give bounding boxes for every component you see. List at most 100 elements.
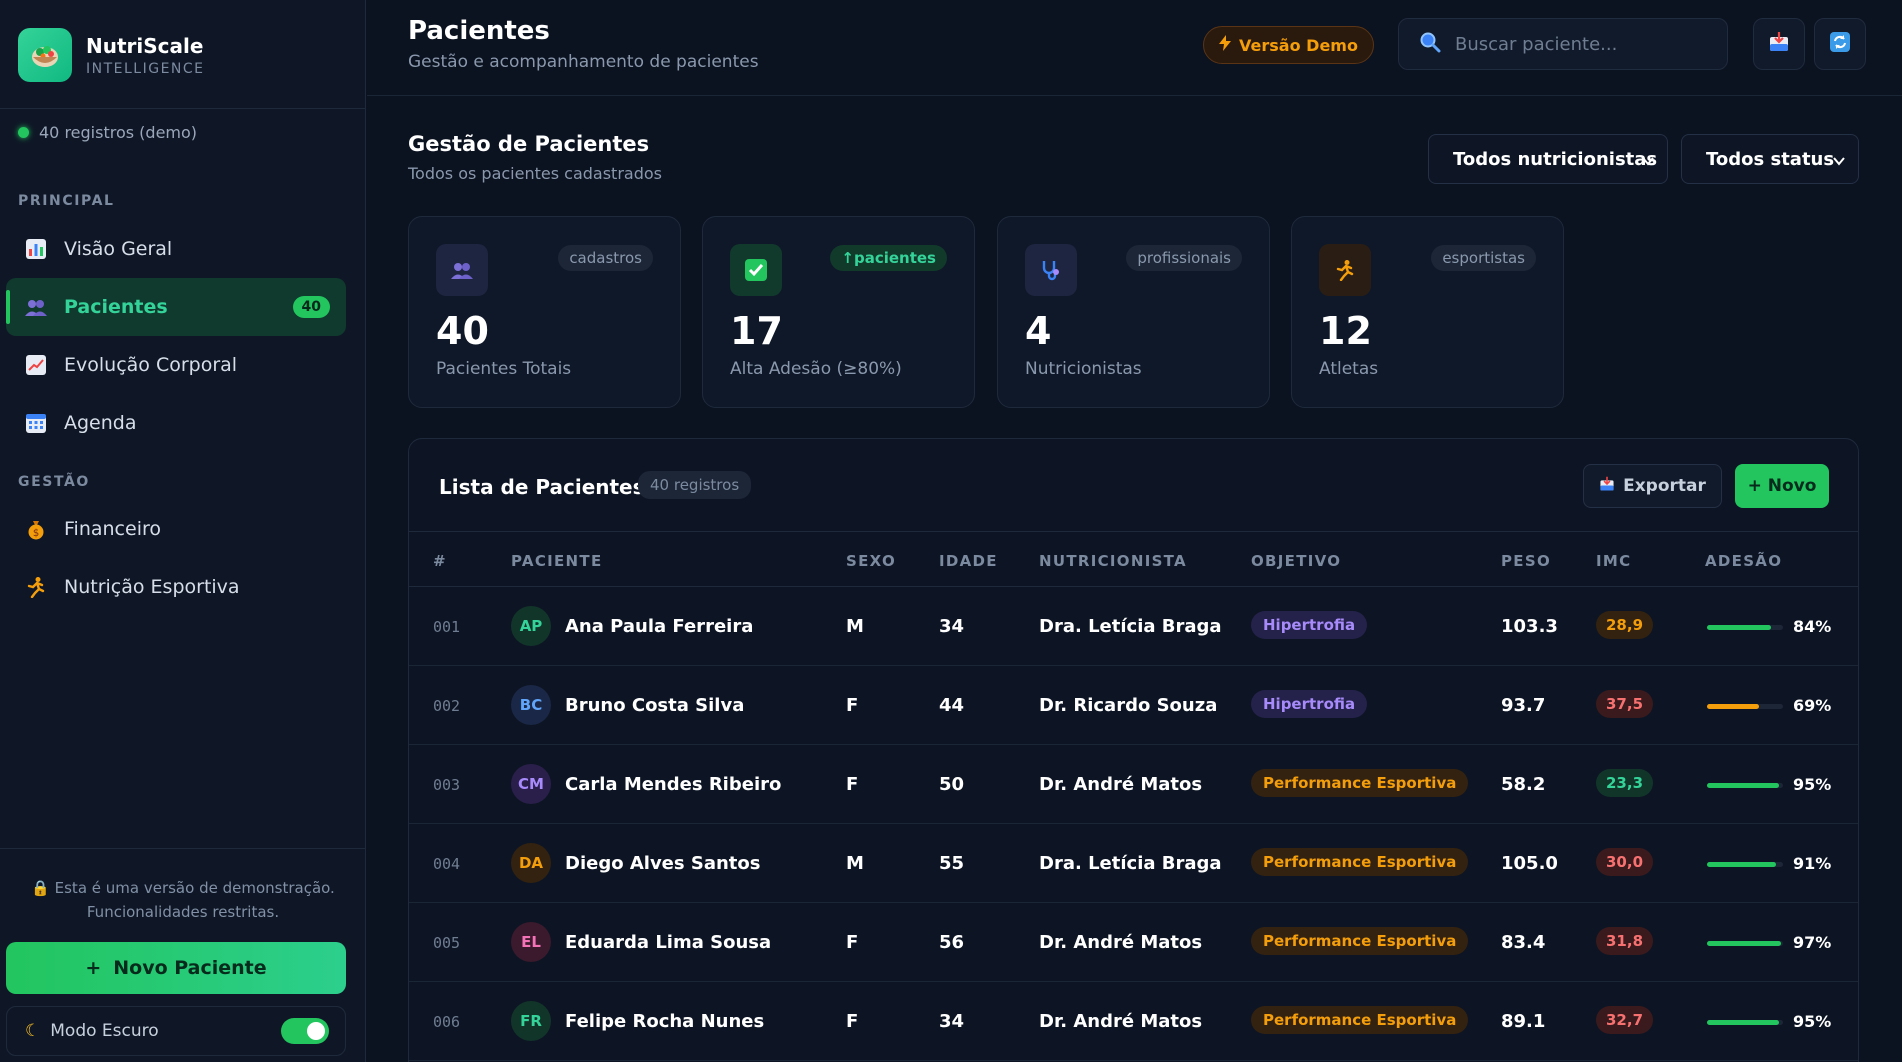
calendar-icon: [24, 411, 48, 435]
column-header[interactable]: #: [433, 552, 447, 570]
status-filter-value: Todos status: [1706, 148, 1835, 170]
sexo: F: [846, 774, 859, 795]
stat-value: 17: [730, 309, 783, 353]
sidebar-item-label: Pacientes: [64, 296, 168, 318]
nutritionist: Dr. André Matos: [1039, 774, 1203, 795]
table-row[interactable]: 001 AP Ana Paula Ferreira M 34 Dra. Letí…: [409, 587, 1858, 666]
sidebar-item-financeiro[interactable]: $ Financeiro: [6, 500, 346, 558]
search-input[interactable]: [1455, 33, 1715, 55]
patient-name[interactable]: Diego Alves Santos: [565, 853, 761, 874]
checkmark-icon: [730, 244, 782, 296]
imc-badge: 37,5: [1596, 690, 1654, 718]
column-header[interactable]: ADESÃO: [1705, 552, 1783, 570]
inbox-button[interactable]: [1753, 18, 1805, 70]
imc-badge: 28,9: [1596, 611, 1654, 639]
avatar: AP: [511, 606, 551, 646]
money-bag-icon: $: [24, 517, 48, 541]
stethoscope-icon: [1025, 244, 1077, 296]
objective-badge: Hipertrofia: [1251, 611, 1368, 639]
sidebar-item-visao-geral[interactable]: Visão Geral: [6, 220, 346, 278]
adherence-percent: 84%: [1793, 617, 1832, 636]
bar-chart-icon: [24, 237, 48, 261]
adherence-bar-fill: [1707, 941, 1781, 946]
sidebar-item-label: Nutrição Esportiva: [64, 576, 240, 598]
sexo: F: [846, 1011, 859, 1032]
salad-bowl-icon: [18, 28, 72, 82]
imc-badge: 32,7: [1596, 1006, 1654, 1034]
plus-icon: +: [85, 957, 102, 979]
brand[interactable]: NutriScale INTELLIGENCE: [18, 28, 205, 82]
column-header[interactable]: NUTRICIONISTA: [1039, 552, 1187, 570]
objective-badge: Hipertrofia: [1251, 690, 1368, 718]
dark-mode-label: Modo Escuro: [50, 1021, 159, 1041]
row-number: 004: [433, 855, 461, 873]
avatar: DA: [511, 843, 551, 883]
row-number: 002: [433, 697, 461, 715]
new-patient-button[interactable]: + Novo Paciente: [6, 942, 346, 994]
sidebar-item-evolucao-corporal[interactable]: Evolução Corporal: [6, 336, 346, 394]
patient-name[interactable]: Eduarda Lima Sousa: [565, 932, 772, 953]
new-button[interactable]: + Novo: [1735, 464, 1829, 508]
avatar: FR: [511, 1001, 551, 1041]
divider: [0, 848, 366, 849]
top-header: Pacientes Gestão e acompanhamento de pac…: [367, 0, 1902, 96]
sidebar-item-label: Agenda: [64, 412, 137, 434]
row-number: 006: [433, 1013, 461, 1031]
patient-name[interactable]: Carla Mendes Ribeiro: [565, 774, 782, 795]
idade: 50: [939, 774, 965, 795]
nutritionist-filter-value: Todos nutricionistas: [1453, 148, 1658, 170]
table-row[interactable]: 003 CM Carla Mendes Ribeiro F 50 Dr. And…: [409, 745, 1858, 824]
search-icon: [1419, 31, 1441, 58]
patient-name[interactable]: Felipe Rocha Nunes: [565, 1011, 765, 1032]
idade: 34: [939, 616, 965, 637]
sexo: M: [846, 616, 864, 637]
patient-name[interactable]: Bruno Costa Silva: [565, 695, 745, 716]
refresh-icon: [1829, 31, 1851, 58]
toggle-switch[interactable]: [281, 1018, 329, 1044]
table-row[interactable]: 002 BC Bruno Costa Silva F 44 Dr. Ricard…: [409, 666, 1858, 745]
avatar: EL: [511, 922, 551, 962]
sidebar-item-nutricao-esportiva[interactable]: Nutrição Esportiva: [6, 558, 346, 616]
users-icon: [436, 244, 488, 296]
table-row[interactable]: 005 EL Eduarda Lima Sousa F 56 Dr. André…: [409, 903, 1858, 982]
page-title: Pacientes: [408, 16, 550, 46]
column-header[interactable]: SEXO: [846, 552, 897, 570]
search-box[interactable]: [1398, 18, 1728, 70]
column-header[interactable]: PACIENTE: [511, 552, 603, 570]
nutritionist-filter-select[interactable]: Todos nutricionistas: [1428, 134, 1668, 184]
table-row[interactable]: 006 FR Felipe Rocha Nunes F 34 Dr. André…: [409, 982, 1858, 1061]
sidebar-item-pacientes[interactable]: Pacientes 40: [6, 278, 346, 336]
adherence-bar-fill: [1707, 1020, 1780, 1025]
status-filter-select[interactable]: Todos status: [1681, 134, 1859, 184]
patient-name[interactable]: Ana Paula Ferreira: [565, 616, 754, 637]
demo-note-line-1: Esta é uma versão de demonstração.: [54, 879, 335, 897]
peso: 93.7: [1501, 695, 1546, 716]
dark-mode-toggle[interactable]: ☾ Modo Escuro: [6, 1006, 346, 1056]
lightning-icon: [1219, 35, 1232, 55]
stat-tag: esportistas: [1431, 245, 1536, 271]
column-header[interactable]: IDADE: [939, 552, 998, 570]
stat-label: Nutricionistas: [1025, 359, 1142, 379]
patient-list-card: Lista de Pacientes 40 registros Exportar…: [408, 438, 1859, 1062]
demo-version-badge[interactable]: Versão Demo: [1203, 26, 1374, 64]
idade: 56: [939, 932, 965, 953]
lock-icon: 🔒: [31, 879, 50, 897]
stat-value: 12: [1319, 309, 1372, 353]
demo-note: 🔒 Esta é uma versão de demonstração. Fun…: [0, 876, 366, 924]
column-header[interactable]: PESO: [1501, 552, 1551, 570]
nutritionist: Dr. Ricardo Souza: [1039, 695, 1218, 716]
stat-value: 40: [436, 309, 489, 353]
table-row[interactable]: 004 DA Diego Alves Santos M 55 Dra. Letí…: [409, 824, 1858, 903]
sidebar-item-agenda[interactable]: Agenda: [6, 394, 346, 452]
refresh-button[interactable]: [1814, 18, 1866, 70]
sexo: M: [846, 853, 864, 874]
column-header[interactable]: OBJETIVO: [1251, 552, 1342, 570]
export-button[interactable]: Exportar: [1583, 464, 1722, 508]
adherence-bar: [1707, 625, 1783, 630]
adherence-bar-fill: [1707, 783, 1780, 788]
page-subtitle: Gestão e acompanhamento de pacientes: [408, 52, 759, 72]
svg-text:$: $: [33, 528, 39, 539]
stat-label: Alta Adesão (≥80%): [730, 359, 902, 379]
column-header[interactable]: IMC: [1596, 552, 1632, 570]
stat-card-total-patients: cadastros 40 Pacientes Totais: [408, 216, 681, 408]
